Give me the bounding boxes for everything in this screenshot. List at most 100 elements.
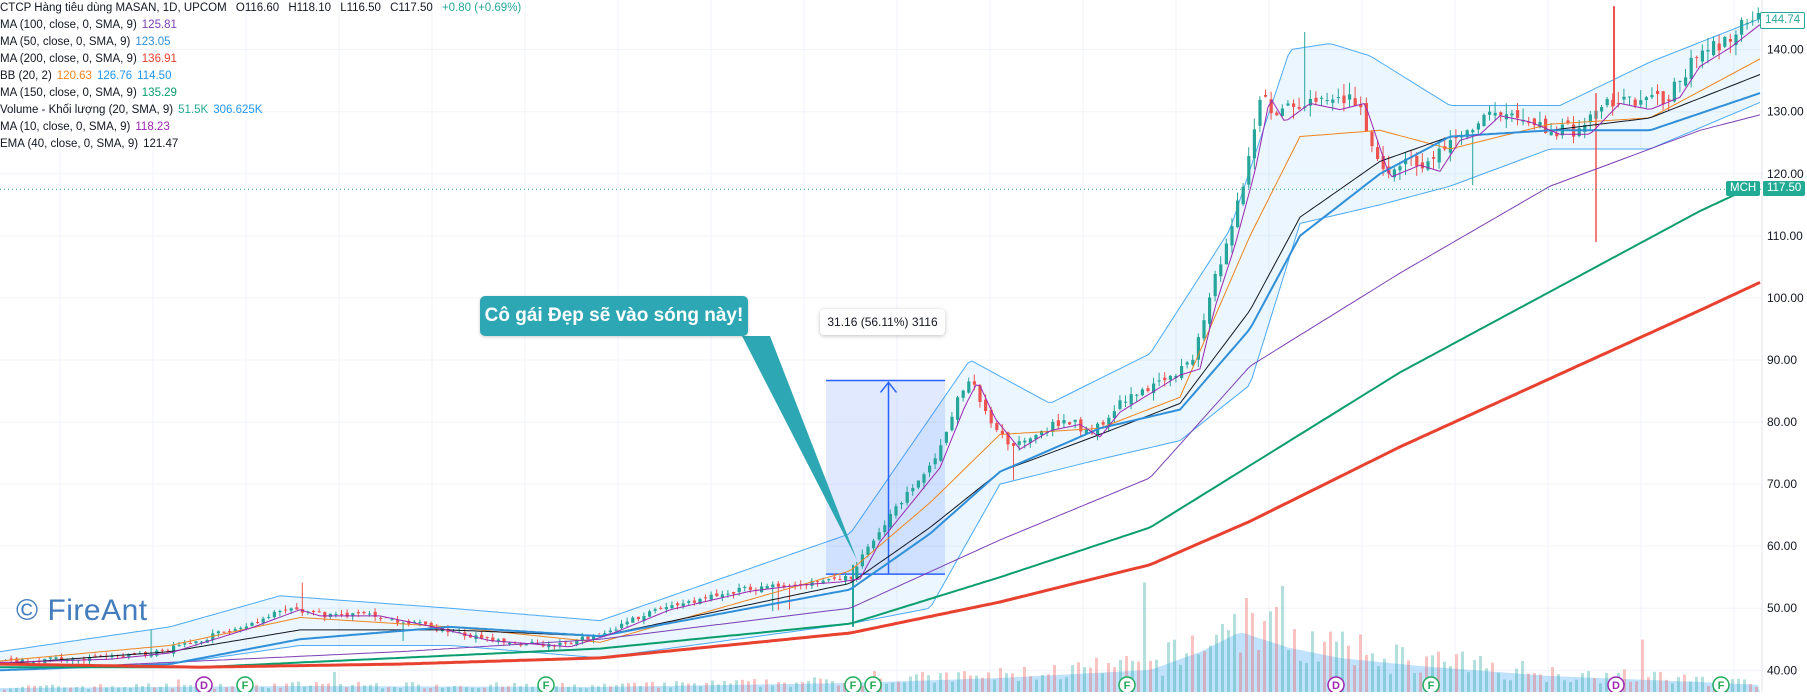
legend-row[interactable]: MA (50, close, 0, SMA, 9) 123.05 — [0, 34, 521, 51]
volume-bar — [915, 674, 918, 692]
volume-bar — [717, 684, 720, 692]
candle-down — [435, 627, 439, 631]
volume-bar — [741, 679, 744, 692]
legend-row[interactable]: Volume - Khối lượng (20, SMA, 9) 51.5K 306… — [0, 102, 521, 119]
volume-bar — [771, 685, 774, 692]
candle-down — [1611, 99, 1615, 107]
event-marker[interactable]: F — [1118, 676, 1136, 694]
legend-change: +0.80 (+0.69%) — [441, 2, 522, 14]
bollinger-band — [0, 18, 1761, 671]
candle-down — [323, 612, 327, 618]
candle-up — [261, 618, 265, 623]
volume-sma-area — [0, 632, 1760, 692]
volume-bar — [375, 683, 378, 692]
volume-bar — [123, 687, 126, 692]
volume-bar — [501, 686, 504, 692]
legend-row[interactable]: MA (150, close, 0, SMA, 9) 135.29 — [0, 85, 521, 102]
event-marker-letter: F — [1718, 680, 1725, 692]
volume-bar — [567, 686, 570, 692]
legend-row[interactable]: EMA (40, close, 0, SMA, 9) 121.47 — [0, 136, 521, 153]
candle-up — [1471, 130, 1475, 133]
candle-up — [1140, 389, 1144, 396]
volume-bar — [69, 687, 72, 692]
volume-bar — [585, 688, 588, 692]
volume-bar — [1203, 651, 1206, 692]
volume-bar — [951, 681, 954, 692]
volume-bar — [1407, 660, 1410, 692]
event-marker[interactable]: D — [1607, 676, 1625, 694]
legend-row[interactable]: MA (10, close, 0, SMA, 9) 118.23 — [0, 119, 521, 136]
candle-up — [1152, 383, 1156, 394]
volume-bar — [1503, 679, 1506, 692]
candle-up — [216, 631, 220, 634]
candle-down — [849, 576, 853, 579]
candle-up — [1331, 99, 1335, 103]
candle-up — [1448, 140, 1452, 153]
volume-bar — [1239, 652, 1242, 692]
volume-bar — [105, 687, 108, 692]
candle-up — [709, 594, 713, 600]
last-price-tag: 144.74 — [1760, 12, 1806, 30]
candle-up — [32, 662, 36, 664]
candle-down — [1499, 112, 1503, 116]
candle-down — [362, 611, 366, 614]
legend-row[interactable]: MA (100, close, 0, SMA, 9) 125.81 — [0, 17, 521, 34]
volume-bar — [807, 680, 810, 692]
volume-bar — [255, 684, 258, 692]
volume-bar — [441, 687, 444, 692]
candle-up — [1745, 23, 1749, 25]
candle-down — [692, 600, 696, 603]
volume-bar — [1059, 679, 1062, 692]
volume-bar — [723, 681, 726, 692]
event-marker-letter: D — [200, 680, 208, 692]
volume-bar — [303, 686, 306, 692]
event-marker[interactable]: F — [844, 676, 862, 694]
volume-bar — [1065, 677, 1068, 692]
event-marker[interactable]: F — [236, 676, 254, 694]
legend-row[interactable]: BB (20, 2) 120.63 126.76 114.50 — [0, 68, 521, 85]
volume-bar — [219, 683, 222, 692]
candle-down — [569, 643, 573, 645]
volume-bar — [1641, 639, 1644, 692]
volume-bar — [1029, 676, 1032, 692]
volume-bar — [141, 685, 144, 692]
legend-row[interactable]: MA (200, close, 0, SMA, 9) 136.91 — [0, 51, 521, 68]
event-marker[interactable]: F — [1712, 676, 1730, 694]
candle-down — [748, 586, 752, 590]
volume-bar — [1587, 671, 1590, 692]
volume-bar — [63, 687, 66, 692]
volume-bar — [9, 688, 12, 692]
legend-low: L116.50 — [340, 2, 381, 14]
candle-down — [832, 577, 836, 579]
event-marker[interactable]: F — [537, 676, 555, 694]
event-marker[interactable]: D — [1327, 676, 1345, 694]
annotation-callout[interactable]: Cô gái Đẹp sẽ vào sóng này! — [480, 296, 748, 336]
candle-down — [782, 585, 786, 588]
volume-bar — [1359, 634, 1362, 692]
candle-up — [592, 636, 596, 641]
candle-up — [765, 586, 769, 589]
event-marker-letter: D — [1332, 680, 1340, 692]
volume-bar — [465, 687, 468, 692]
candle-down — [1012, 443, 1016, 447]
candle-up — [1157, 380, 1161, 382]
candle-up — [1196, 337, 1200, 360]
y-tick-label: 110.00 — [1767, 229, 1803, 243]
candle-up — [1392, 169, 1396, 178]
candle-down — [356, 612, 360, 614]
candle-down — [166, 650, 170, 653]
legend-indicator-value: 126.76 — [96, 70, 133, 82]
volume-bar — [81, 686, 84, 692]
candle-up — [239, 627, 243, 630]
volume-bar — [1455, 654, 1458, 692]
event-marker[interactable]: F — [864, 676, 882, 694]
candle-up — [1605, 99, 1609, 106]
event-marker[interactable]: F — [1422, 676, 1440, 694]
candle-up — [625, 621, 629, 625]
volume-bar — [507, 686, 510, 692]
event-marker[interactable]: D — [195, 676, 213, 694]
legend-indicator-value: 120.63 — [56, 70, 92, 82]
